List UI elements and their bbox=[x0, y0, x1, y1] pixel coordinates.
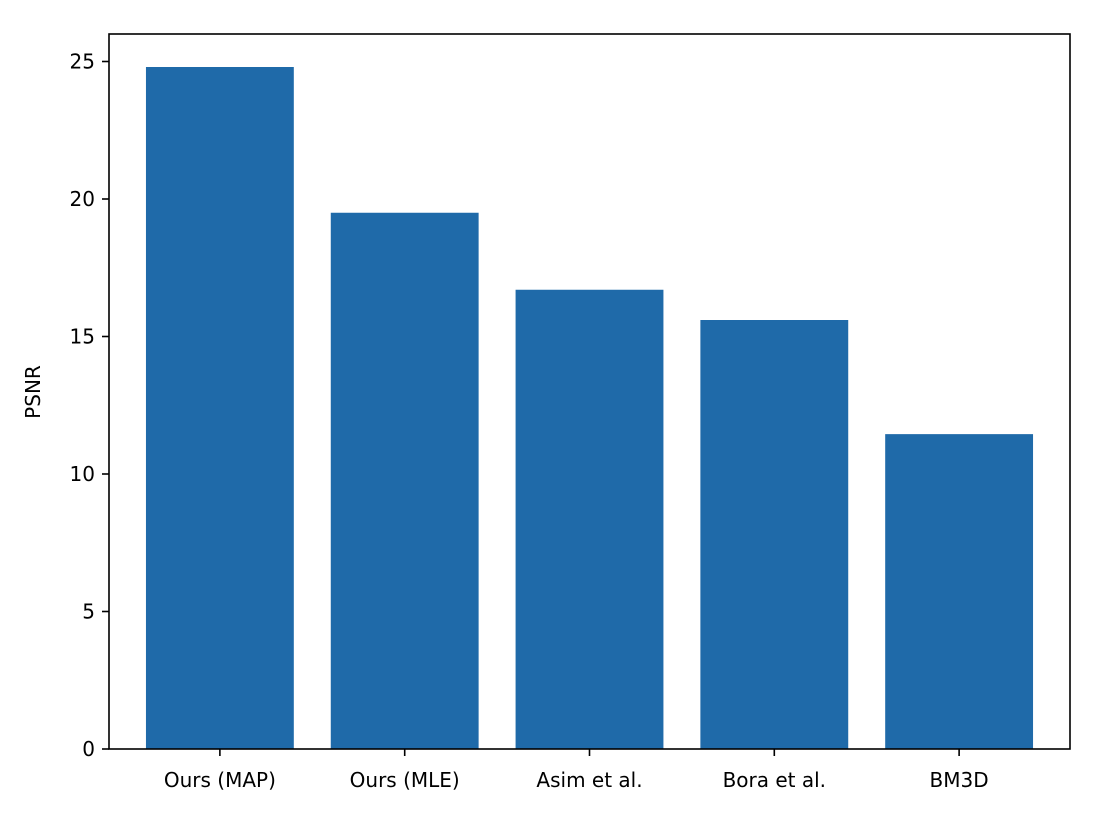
bar bbox=[700, 320, 849, 749]
bar bbox=[515, 289, 664, 749]
bars-layer bbox=[145, 67, 1034, 750]
y-tick-label: 10 bbox=[70, 462, 95, 486]
bar bbox=[885, 434, 1034, 750]
y-axis-label: PSNR bbox=[21, 365, 45, 419]
x-tick-label: Ours (MLE) bbox=[350, 768, 460, 792]
y-tick-label: 0 bbox=[82, 737, 95, 761]
y-tick-label: 5 bbox=[82, 600, 95, 624]
y-tick-label: 25 bbox=[70, 50, 95, 74]
ticks-layer: Ours (MAP) Ours (MLE) Asim et al. Bora et a… bbox=[70, 50, 989, 793]
y-tick-label: 15 bbox=[70, 325, 95, 349]
bar bbox=[145, 67, 294, 749]
x-tick-label: BM3D bbox=[930, 768, 989, 792]
bar bbox=[330, 212, 479, 749]
y-tick-label: 20 bbox=[70, 187, 95, 211]
x-tick-label: Asim et al. bbox=[536, 768, 642, 792]
x-tick-label: Bora et al. bbox=[723, 768, 826, 792]
x-tick-label: Ours (MAP) bbox=[164, 768, 276, 792]
